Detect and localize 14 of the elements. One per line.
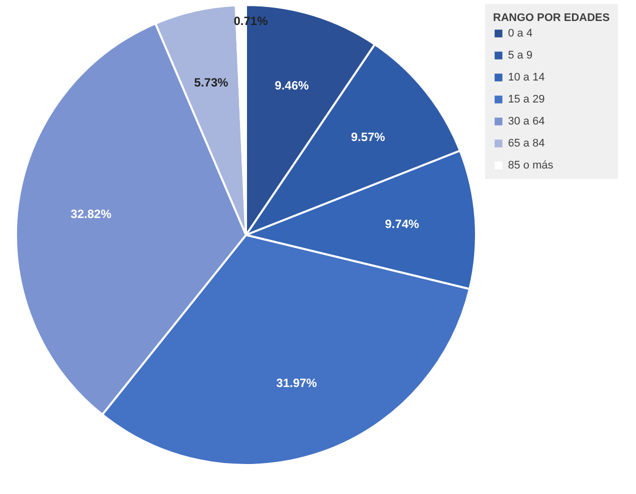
legend-label: 65 a 84 bbox=[508, 138, 545, 150]
data-label: 32.82% bbox=[70, 206, 112, 221]
legend-label: 5 a 9 bbox=[508, 50, 532, 62]
data-label: 31.97% bbox=[276, 376, 318, 390]
data-label: 9.46% bbox=[274, 78, 310, 92]
legend-title: RANGO POR EDADES bbox=[493, 12, 610, 24]
legend-label: 85 o más bbox=[508, 160, 554, 172]
legend-label: 10 a 14 bbox=[508, 72, 545, 84]
legend-label: 30 a 64 bbox=[508, 116, 545, 128]
data-label: 9.57% bbox=[351, 130, 386, 144]
legend-label: 15 a 29 bbox=[508, 94, 545, 106]
data-label: 9.74% bbox=[385, 217, 420, 232]
data-label: 5.73% bbox=[194, 76, 229, 90]
legend-label: 0 a 4 bbox=[508, 28, 532, 40]
